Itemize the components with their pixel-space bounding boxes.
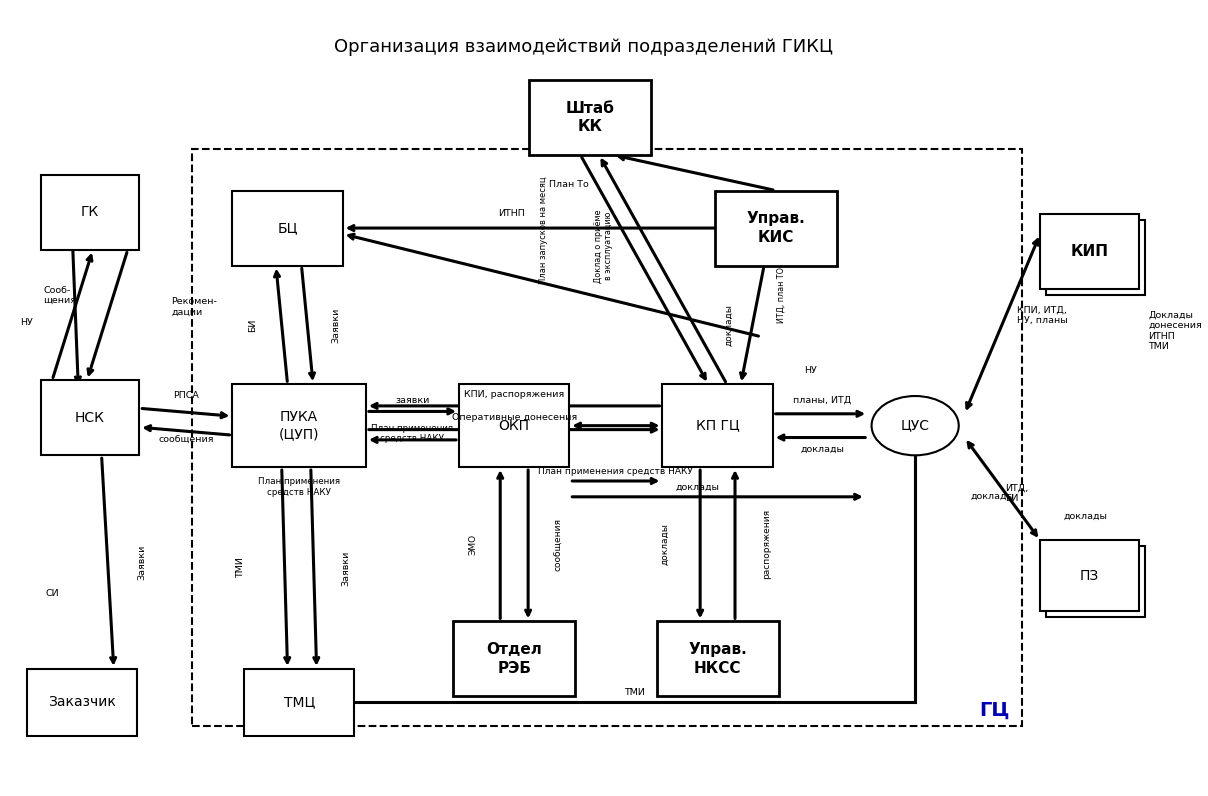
Text: БЦ: БЦ xyxy=(278,221,297,235)
FancyBboxPatch shape xyxy=(244,669,354,736)
Text: сообщения: сообщения xyxy=(553,517,563,571)
Text: ТМИ: ТМИ xyxy=(625,688,645,696)
Text: ИТД,
БИ: ИТД, БИ xyxy=(1005,483,1028,502)
Text: КПИ, ИТД,
НУ, планы: КПИ, ИТД, НУ, планы xyxy=(1017,306,1068,325)
Text: Управ.
КИС: Управ. КИС xyxy=(747,211,805,245)
Text: доклады: доклады xyxy=(800,445,844,454)
Text: доклады: доклады xyxy=(675,483,719,492)
Text: Штаб
КК: Штаб КК xyxy=(565,100,614,135)
Text: заявки: заявки xyxy=(395,396,430,405)
Text: Управ.
НКСС: Управ. НКСС xyxy=(689,642,747,676)
Text: План применения
средств НАКУ: План применения средств НАКУ xyxy=(259,478,341,497)
Text: ОКП: ОКП xyxy=(499,419,529,433)
Text: Сооб-
щения: Сооб- щения xyxy=(43,286,76,305)
FancyBboxPatch shape xyxy=(662,384,773,467)
Text: КПИ, распоряжения: КПИ, распоряжения xyxy=(464,389,564,399)
Text: НУ: НУ xyxy=(805,366,817,375)
Text: ТМИ: ТМИ xyxy=(237,557,245,579)
FancyBboxPatch shape xyxy=(1040,214,1139,289)
Text: БИ: БИ xyxy=(248,318,257,332)
Text: ПУКА
(ЦУП): ПУКА (ЦУП) xyxy=(279,410,319,441)
Text: План запусков на месяц: План запусков на месяц xyxy=(539,176,547,284)
FancyBboxPatch shape xyxy=(1046,546,1145,617)
FancyBboxPatch shape xyxy=(453,622,575,696)
FancyBboxPatch shape xyxy=(715,190,837,266)
Text: КП ГЦ: КП ГЦ xyxy=(696,419,739,433)
FancyBboxPatch shape xyxy=(41,380,139,455)
FancyBboxPatch shape xyxy=(41,174,139,250)
FancyBboxPatch shape xyxy=(232,190,343,266)
Text: ЦУС: ЦУС xyxy=(901,419,930,433)
FancyBboxPatch shape xyxy=(529,80,651,155)
Text: Отдел
РЭБ: Отдел РЭБ xyxy=(487,642,542,676)
Text: ПЗ: ПЗ xyxy=(1080,569,1099,583)
Text: СИ: СИ xyxy=(46,589,59,598)
Circle shape xyxy=(872,396,959,455)
Text: Доклад о приёме
в эксплуатацию: Доклад о приёме в эксплуатацию xyxy=(594,209,614,283)
FancyBboxPatch shape xyxy=(1046,220,1145,295)
Text: План То: План То xyxy=(550,180,588,189)
FancyBboxPatch shape xyxy=(657,622,779,696)
Text: ГК: ГК xyxy=(81,205,99,219)
Text: ТМЦ: ТМЦ xyxy=(284,696,315,709)
Text: ИТД, план ТО: ИТД, план ТО xyxy=(777,267,786,323)
Text: Доклады
донесения
ИТНП
ТМИ: Доклады донесения ИТНП ТМИ xyxy=(1148,310,1202,351)
Text: Заявки: Заявки xyxy=(341,550,350,586)
Text: сообщения: сообщения xyxy=(158,435,214,444)
Text: ИТНП: ИТНП xyxy=(498,209,524,218)
FancyBboxPatch shape xyxy=(459,384,569,467)
Text: доклады: доклады xyxy=(725,304,733,345)
Text: ЭМО: ЭМО xyxy=(469,533,478,555)
Text: Организация взаимодействий подразделений ГИКЦ: Организация взаимодействий подразделений… xyxy=(335,38,834,57)
Text: Заявки: Заявки xyxy=(332,307,341,342)
Text: План применения средств НАКУ: План применения средств НАКУ xyxy=(539,467,693,476)
Text: План применения
средств НАКУ: План применения средств НАКУ xyxy=(371,423,453,443)
FancyBboxPatch shape xyxy=(232,384,366,467)
FancyBboxPatch shape xyxy=(27,669,137,736)
Text: Заявки: Заявки xyxy=(138,544,146,579)
Text: доклады: доклады xyxy=(970,492,1015,501)
FancyBboxPatch shape xyxy=(1040,540,1139,611)
Text: РПСА: РПСА xyxy=(173,391,199,400)
Text: НСК: НСК xyxy=(75,411,105,425)
Text: КИП: КИП xyxy=(1070,244,1109,259)
Text: ГЦ: ГЦ xyxy=(978,700,1010,720)
Text: НУ: НУ xyxy=(21,318,33,327)
Text: Рекомен-
дации: Рекомен- дации xyxy=(172,298,217,317)
Text: Оперативные донесения: Оперативные донесения xyxy=(452,413,576,422)
Text: Заказчик: Заказчик xyxy=(48,696,116,709)
Text: распоряжения: распоряжения xyxy=(762,509,771,579)
Text: доклады: доклады xyxy=(661,523,669,565)
Text: доклады: доклады xyxy=(1063,512,1108,521)
Text: планы, ИТД: планы, ИТД xyxy=(794,396,852,405)
